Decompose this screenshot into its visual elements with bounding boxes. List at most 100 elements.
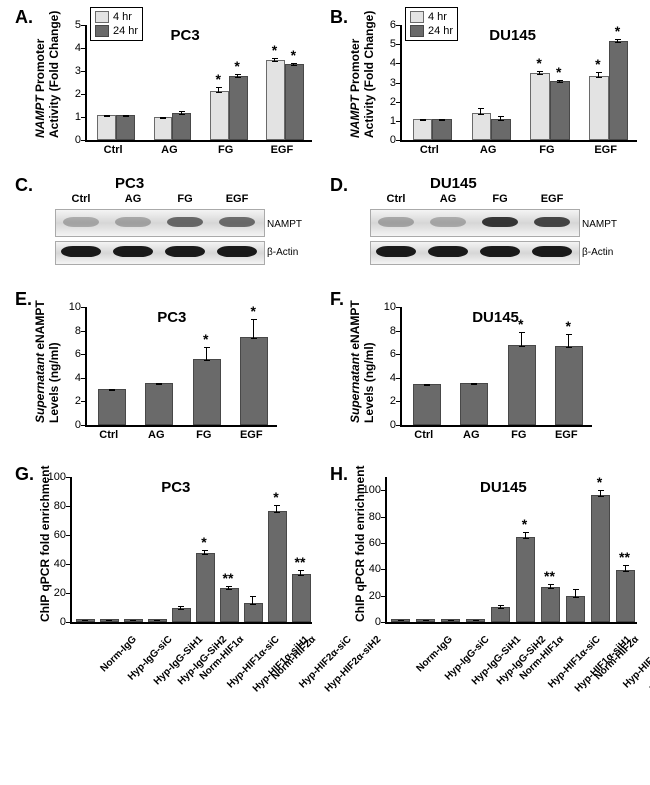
bar xyxy=(193,359,221,425)
y-tick: 5 xyxy=(376,38,396,50)
y-tick: 0 xyxy=(61,134,81,146)
y-tick: 5 xyxy=(61,19,81,31)
error-bar xyxy=(181,111,182,114)
x-tick: FG xyxy=(495,429,543,441)
significance-star: ** xyxy=(294,554,306,570)
error-bar xyxy=(625,565,626,572)
bar xyxy=(413,119,433,140)
error-bar xyxy=(125,115,126,117)
error-bar xyxy=(237,74,238,77)
y-tick-mark xyxy=(396,25,400,26)
bar xyxy=(541,587,560,622)
western-blot xyxy=(430,217,466,227)
error-bar xyxy=(500,605,501,609)
error-bar xyxy=(575,589,576,598)
bar xyxy=(508,345,536,425)
error-bar xyxy=(559,80,560,83)
y-tick: 40 xyxy=(46,558,66,570)
western-blot xyxy=(165,246,205,257)
legend-swatch xyxy=(95,25,109,37)
y-tick: 8 xyxy=(376,325,396,337)
bar xyxy=(516,537,535,622)
lane-label: FG xyxy=(474,193,526,205)
error-bar xyxy=(426,384,427,386)
y-axis-label-top: NAMPT Promoter xyxy=(348,39,362,138)
western-blot xyxy=(115,217,151,227)
bar xyxy=(266,60,285,140)
y-tick: 4 xyxy=(61,372,81,384)
bar xyxy=(145,383,173,425)
y-tick-mark xyxy=(81,354,85,355)
y-tick: 20 xyxy=(46,587,66,599)
western-blot xyxy=(61,246,101,257)
bar xyxy=(240,337,268,425)
y-tick-mark xyxy=(81,378,85,379)
y-tick-mark xyxy=(396,401,400,402)
chart-title: PC3 xyxy=(161,479,190,496)
y-tick-mark xyxy=(381,543,385,544)
panel-E: E.**PC3Levels (ng/ml)Supernatant eNAMPT0… xyxy=(15,287,315,452)
legend-item: 4 hr xyxy=(410,10,453,24)
bar xyxy=(196,553,215,622)
band-label: NAMPT xyxy=(267,219,302,230)
panel-H: H.******DU145ChIP qPCR fold enrichment02… xyxy=(330,462,640,772)
x-tick: EGF xyxy=(543,429,591,441)
y-tick-mark xyxy=(396,378,400,379)
y-axis-label: Activity (Fold Change) xyxy=(362,11,376,138)
y-tick-mark xyxy=(81,117,85,118)
panel-C: C.PC3CtrlAGFGEGFNAMPTβ-Actin xyxy=(15,175,315,275)
y-tick: 10 xyxy=(376,301,396,313)
bar xyxy=(220,588,239,622)
western-blot xyxy=(480,246,520,257)
western-blot xyxy=(167,217,203,227)
bar xyxy=(491,119,511,140)
y-tick: 60 xyxy=(361,537,381,549)
bar xyxy=(530,73,550,140)
bar xyxy=(491,607,510,622)
western-blot xyxy=(378,217,414,227)
bar xyxy=(172,608,191,622)
y-tick: 100 xyxy=(361,484,381,496)
error-bar xyxy=(111,389,112,390)
lane-label: AG xyxy=(422,193,474,205)
y-tick: 2 xyxy=(61,88,81,100)
chart-title: PC3 xyxy=(157,309,186,326)
y-tick-mark xyxy=(81,307,85,308)
y-tick-mark xyxy=(381,517,385,518)
significance-star: * xyxy=(231,58,243,74)
lane-label: FG xyxy=(159,193,211,205)
chart-area: ****** xyxy=(70,477,312,624)
bar xyxy=(432,119,452,140)
significance-star: * xyxy=(611,23,623,39)
lane-label: EGF xyxy=(211,193,263,205)
y-tick-mark xyxy=(81,25,85,26)
panel-G: G.******PC3ChIP qPCR fold enrichment0204… xyxy=(15,462,315,772)
bar xyxy=(472,113,492,140)
error-bar xyxy=(300,570,301,576)
significance-star: * xyxy=(270,489,282,505)
significance-star: * xyxy=(533,55,545,71)
western-blot xyxy=(428,246,468,257)
x-tick: Ctrl xyxy=(400,429,448,441)
panel-D: D.DU145CtrlAGFGEGFNAMPTβ-Actin xyxy=(330,175,640,275)
y-tick-mark xyxy=(66,564,70,565)
western-blot xyxy=(482,217,518,227)
significance-star: * xyxy=(519,516,531,532)
y-tick: 8 xyxy=(61,325,81,337)
y-tick-mark xyxy=(66,535,70,536)
error-bar xyxy=(568,334,569,348)
panel-title: PC3 xyxy=(115,175,144,192)
x-tick: EGF xyxy=(228,429,276,441)
bar xyxy=(98,389,126,425)
bar xyxy=(555,346,583,425)
y-tick-mark xyxy=(396,331,400,332)
bar xyxy=(244,603,263,622)
x-tick: Ctrl xyxy=(85,429,133,441)
legend-label: 4 hr xyxy=(428,10,447,24)
bar xyxy=(210,91,229,140)
y-tick-mark xyxy=(81,94,85,95)
legend-label: 4 hr xyxy=(113,10,132,24)
y-tick: 6 xyxy=(61,348,81,360)
significance-star: ** xyxy=(544,568,556,584)
error-bar xyxy=(180,606,181,610)
